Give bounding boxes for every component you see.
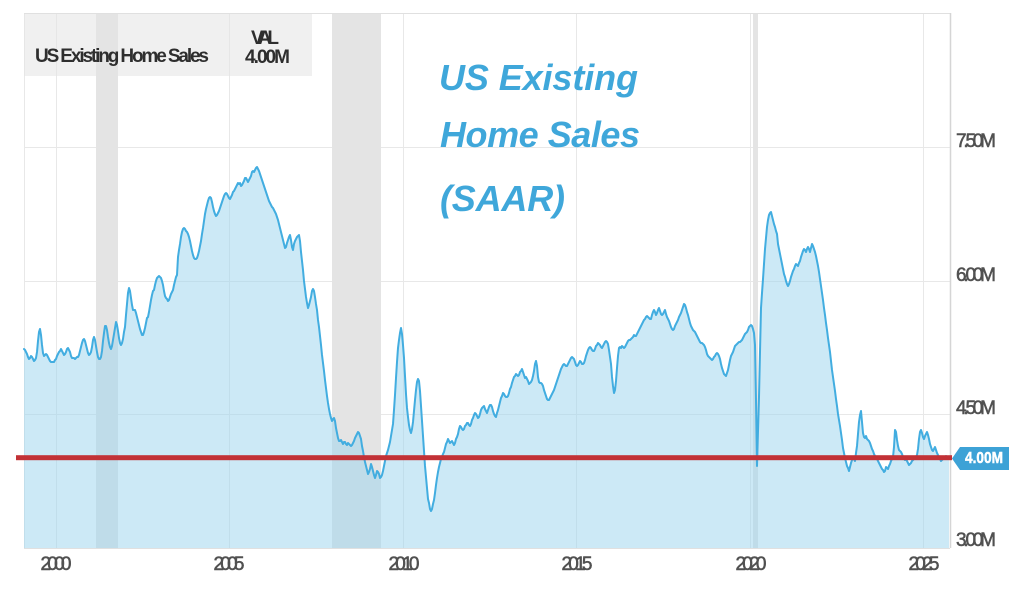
svg-text:2000: 2000 bbox=[41, 554, 72, 575]
svg-text:2025: 2025 bbox=[909, 554, 940, 575]
svg-text:7.50M: 7.50M bbox=[956, 131, 996, 152]
svg-text:VAL: VAL bbox=[251, 28, 279, 49]
svg-text:4.00M: 4.00M bbox=[245, 47, 290, 68]
svg-text:2020: 2020 bbox=[736, 554, 767, 575]
svg-text:2010: 2010 bbox=[389, 554, 420, 575]
svg-text:6.00M: 6.00M bbox=[956, 265, 996, 286]
svg-text:(SAAR): (SAAR) bbox=[440, 178, 565, 219]
svg-text:US Existing Home Sales: US Existing Home Sales bbox=[35, 46, 209, 67]
svg-text:US Existing: US Existing bbox=[439, 57, 638, 98]
svg-text:2015: 2015 bbox=[562, 554, 593, 575]
svg-text:4.50M: 4.50M bbox=[956, 398, 996, 419]
svg-text:4.00M: 4.00M bbox=[965, 450, 1003, 467]
svg-text:2005: 2005 bbox=[214, 554, 245, 575]
svg-text:3.00M: 3.00M bbox=[956, 530, 996, 551]
svg-text:Home Sales: Home Sales bbox=[440, 114, 640, 155]
